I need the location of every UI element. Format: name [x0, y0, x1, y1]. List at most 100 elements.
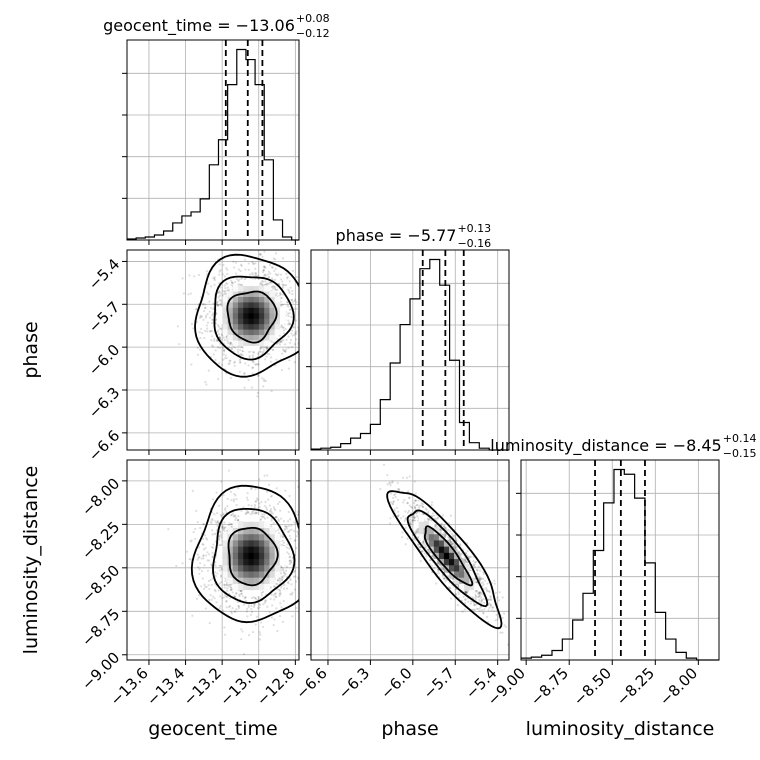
density-cell — [258, 552, 265, 560]
density-cell — [274, 539, 281, 547]
density-cell — [232, 334, 239, 341]
sample-point — [281, 576, 284, 580]
sample-point — [277, 531, 281, 535]
sample-point — [204, 547, 207, 550]
sample-point — [222, 512, 225, 515]
sample-point — [205, 538, 209, 541]
sample-point — [230, 522, 233, 525]
sample-point — [204, 329, 207, 333]
sample-point — [218, 544, 221, 547]
density-cell — [248, 323, 255, 330]
sample-point — [272, 285, 276, 288]
sample-point — [234, 494, 237, 497]
sample-point — [279, 509, 282, 512]
density-cell — [238, 296, 244, 303]
density-cell — [232, 285, 239, 292]
density-cell — [253, 318, 260, 325]
sample-point — [295, 535, 298, 538]
density-cell — [264, 334, 271, 341]
sample-point — [278, 283, 281, 286]
density-cell — [253, 539, 260, 547]
sample-point — [263, 273, 266, 277]
density-cell — [264, 546, 271, 553]
sample-point — [259, 281, 262, 284]
sample-point — [420, 504, 423, 507]
density-cell — [274, 570, 281, 578]
sample-point — [205, 270, 208, 273]
sample-point — [215, 601, 218, 604]
sample-point — [290, 593, 294, 596]
contour-level-2 — [212, 508, 296, 604]
sample-point — [252, 509, 255, 513]
sample-point — [202, 554, 205, 557]
sample-point — [287, 580, 290, 584]
sample-point — [239, 360, 242, 364]
sample-point — [274, 592, 277, 595]
sample-point — [266, 282, 269, 285]
axes-frame — [126, 459, 300, 661]
density-cell — [264, 318, 271, 325]
panel-title-luminosity_distance: luminosity_distance = −8.45 — [490, 436, 721, 456]
sample-point — [487, 602, 491, 605]
density-cell — [274, 558, 281, 566]
sample-point — [262, 515, 266, 518]
sample-point — [211, 546, 215, 549]
sample-point — [472, 565, 475, 568]
sample-point — [487, 598, 490, 601]
sample-point — [209, 330, 212, 333]
sample-point — [233, 346, 237, 349]
sample-point — [435, 524, 438, 528]
sample-point — [226, 587, 229, 590]
sample-point — [439, 528, 442, 532]
density-cell — [264, 533, 271, 541]
sample-point — [230, 347, 233, 350]
sample-point — [261, 515, 264, 519]
sample-point — [256, 498, 259, 501]
sample-point — [304, 311, 306, 313]
sample-point — [222, 494, 225, 497]
sample-point — [225, 600, 228, 603]
sample-point — [254, 262, 257, 265]
sample-point — [261, 283, 264, 286]
sample-point — [222, 349, 225, 352]
density-cell — [217, 307, 223, 314]
sample-point — [243, 372, 246, 375]
sample-point — [264, 283, 268, 286]
sample-point — [238, 370, 241, 373]
sample-point — [249, 273, 252, 276]
sample-point — [470, 600, 473, 603]
density-cell — [253, 533, 260, 541]
sample-point — [273, 598, 276, 601]
density-cell — [269, 296, 276, 303]
sample-point — [399, 517, 403, 520]
sample-point — [203, 583, 206, 586]
sample-point — [479, 578, 482, 581]
sample-point — [448, 586, 451, 590]
sample-point — [264, 599, 267, 603]
sample-point — [290, 332, 293, 335]
sample-point — [256, 391, 259, 394]
sample-point — [447, 585, 450, 589]
sample-point — [223, 583, 226, 586]
sample-point — [198, 568, 201, 571]
sample-point — [302, 576, 304, 578]
sample-point — [397, 489, 401, 492]
density-cell — [279, 318, 286, 325]
sample-point — [275, 595, 278, 599]
sample-point — [482, 572, 485, 575]
density-cell — [238, 339, 244, 346]
sample-point — [236, 350, 240, 354]
density-cell — [227, 334, 234, 341]
sample-point — [281, 293, 285, 296]
sample-point — [301, 525, 303, 527]
sample-point — [469, 602, 472, 605]
sample-point — [247, 379, 250, 382]
sample-point — [408, 475, 411, 478]
sample-point — [245, 509, 248, 512]
sample-point — [230, 523, 233, 526]
sample-point — [293, 569, 297, 573]
sample-point — [288, 494, 291, 498]
sample-point — [216, 519, 219, 523]
sample-point — [302, 517, 304, 519]
density-cell — [253, 296, 260, 303]
